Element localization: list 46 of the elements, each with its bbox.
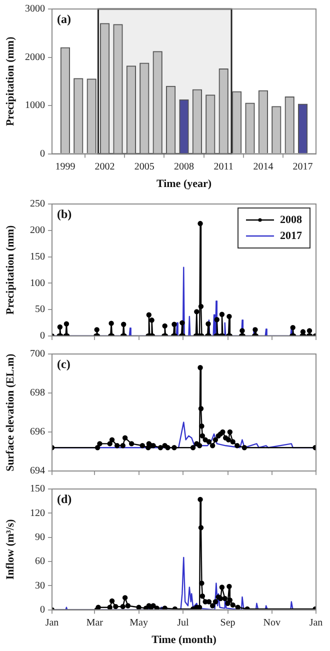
y-tick-label: 700 bbox=[30, 348, 45, 360]
x-tick-label: 1999 bbox=[55, 161, 76, 172]
annotation: (d) bbox=[57, 492, 72, 506]
y-tick-label: 3000 bbox=[25, 4, 45, 15]
y-tick-label: 2000 bbox=[25, 52, 45, 63]
y-tick-label: 200 bbox=[30, 225, 45, 236]
y-tick-label: 150 bbox=[30, 484, 45, 495]
y-axis-title: Precipitation (mm) bbox=[4, 225, 16, 315]
annotation: (a) bbox=[57, 12, 71, 26]
x-tick-label: 2014 bbox=[253, 161, 274, 172]
y-axis-title: Surface elevation (EL.m) bbox=[4, 353, 16, 472]
x-tick-label: May bbox=[130, 617, 148, 628]
x-tick-label: Sep bbox=[220, 617, 236, 628]
legend-label: 2017 bbox=[280, 230, 302, 242]
x-tick-label: Jan bbox=[309, 617, 323, 628]
x-tick-label: 2017 bbox=[292, 161, 313, 172]
y-tick-label: 50 bbox=[35, 304, 45, 316]
legend-label: 2008 bbox=[280, 214, 302, 226]
x-axis-title: Time (year) bbox=[156, 178, 212, 190]
y-tick-label: 30 bbox=[35, 580, 45, 592]
y-tick-label: 150 bbox=[30, 251, 45, 262]
y-tick-label: 698 bbox=[30, 388, 45, 399]
y-tick-label: 1000 bbox=[25, 100, 45, 112]
x-tick-label: Nov bbox=[263, 617, 280, 628]
y-axis-title: Inflow (m³/s) bbox=[4, 518, 16, 580]
y-tick-label: 120 bbox=[30, 508, 45, 519]
y-axis-title: Precipitation (mm) bbox=[4, 36, 16, 126]
y-tick-label: 90 bbox=[35, 532, 45, 543]
x-tick-label: 2002 bbox=[94, 161, 115, 172]
x-tick-label: 2005 bbox=[134, 161, 154, 172]
annotation: (b) bbox=[57, 207, 72, 222]
y-tick-label: 694 bbox=[30, 466, 45, 477]
y-tick-label: 60 bbox=[35, 556, 45, 568]
y-tick-label: 0 bbox=[40, 604, 45, 616]
y-tick-label: 0 bbox=[40, 148, 45, 160]
x-tick-label: Mar bbox=[86, 617, 104, 628]
y-tick-label: 0 bbox=[40, 330, 45, 342]
x-tick-label: Jul bbox=[177, 617, 189, 628]
x-tick-label: Jan bbox=[45, 617, 59, 628]
y-tick-label: 696 bbox=[30, 426, 45, 438]
x-tick-label: 2008 bbox=[174, 161, 194, 172]
annotation: (c) bbox=[57, 357, 70, 372]
y-tick-label: 100 bbox=[30, 278, 45, 289]
y-tick-label: 250 bbox=[30, 198, 45, 210]
x-tick-label: 2011 bbox=[214, 161, 234, 172]
x-axis-title: Time (month) bbox=[152, 634, 217, 646]
